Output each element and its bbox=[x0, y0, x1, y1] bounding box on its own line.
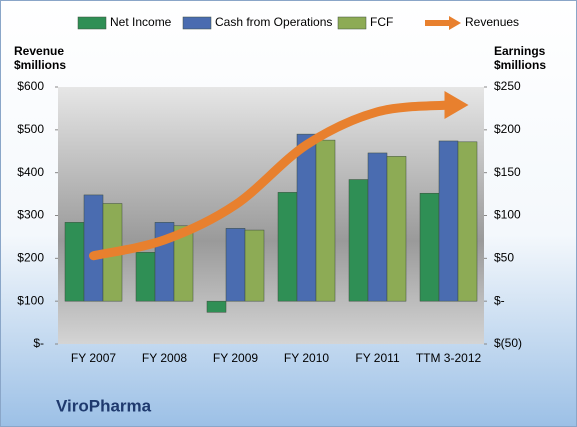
bar bbox=[225, 228, 246, 302]
x-tick-label: FY 2011 bbox=[355, 351, 400, 365]
y2-axis-title: Earnings bbox=[494, 44, 546, 58]
bar bbox=[206, 300, 227, 313]
arrow-head bbox=[444, 90, 469, 119]
y2-tick-label: $200 bbox=[494, 122, 521, 136]
y-axis-title: $millions bbox=[14, 58, 66, 72]
legend-label: FCF bbox=[370, 15, 393, 29]
y2-tick-label: $- bbox=[494, 293, 505, 307]
x-tick-label: TTM 3-2012 bbox=[416, 351, 482, 365]
chart-title: ViroPharma bbox=[56, 396, 152, 415]
bar bbox=[348, 179, 369, 302]
y2-tick-label: $50 bbox=[494, 251, 514, 265]
y-tick-label: $400 bbox=[17, 165, 44, 179]
x-tick-label: FY 2007 bbox=[71, 351, 116, 365]
y2-tick-label: $(50) bbox=[494, 336, 522, 350]
legend-swatch bbox=[77, 16, 107, 30]
y2-axis-title: $millions bbox=[494, 58, 546, 72]
y-tick-label: $600 bbox=[17, 79, 44, 93]
legend-swatch bbox=[449, 16, 461, 30]
bar bbox=[438, 140, 459, 302]
y-tick-label: $- bbox=[33, 336, 44, 350]
bar bbox=[386, 156, 407, 302]
bar bbox=[244, 229, 265, 302]
legend-swatch bbox=[182, 16, 212, 30]
bar bbox=[419, 192, 440, 302]
bar bbox=[83, 194, 104, 302]
y-tick-label: $100 bbox=[17, 293, 44, 307]
x-tick-label: FY 2008 bbox=[142, 351, 187, 365]
bar bbox=[457, 141, 478, 302]
bar bbox=[315, 139, 336, 302]
y2-tick-label: $150 bbox=[494, 165, 521, 179]
y-axis-title: Revenue bbox=[14, 44, 64, 58]
x-tick-label: FY 2009 bbox=[213, 351, 258, 365]
x-tick-label: FY 2010 bbox=[284, 351, 329, 365]
plot-area bbox=[58, 87, 484, 344]
bar bbox=[64, 222, 85, 302]
y-tick-label: $200 bbox=[17, 251, 44, 265]
y-tick-label: $300 bbox=[17, 208, 44, 222]
bar bbox=[173, 225, 194, 302]
legend-label: Net Income bbox=[110, 15, 172, 29]
y2-tick-label: $250 bbox=[494, 79, 521, 93]
legend-label: Revenues bbox=[465, 15, 519, 29]
bar bbox=[135, 252, 156, 302]
bar bbox=[277, 192, 298, 302]
line bbox=[89, 100, 453, 261]
legend-label: Cash from Operations bbox=[215, 15, 332, 29]
legend-swatch bbox=[337, 16, 367, 30]
bar bbox=[296, 133, 317, 302]
y2-tick-label: $100 bbox=[494, 208, 521, 222]
bar bbox=[367, 152, 388, 302]
y-tick-label: $500 bbox=[17, 122, 44, 136]
